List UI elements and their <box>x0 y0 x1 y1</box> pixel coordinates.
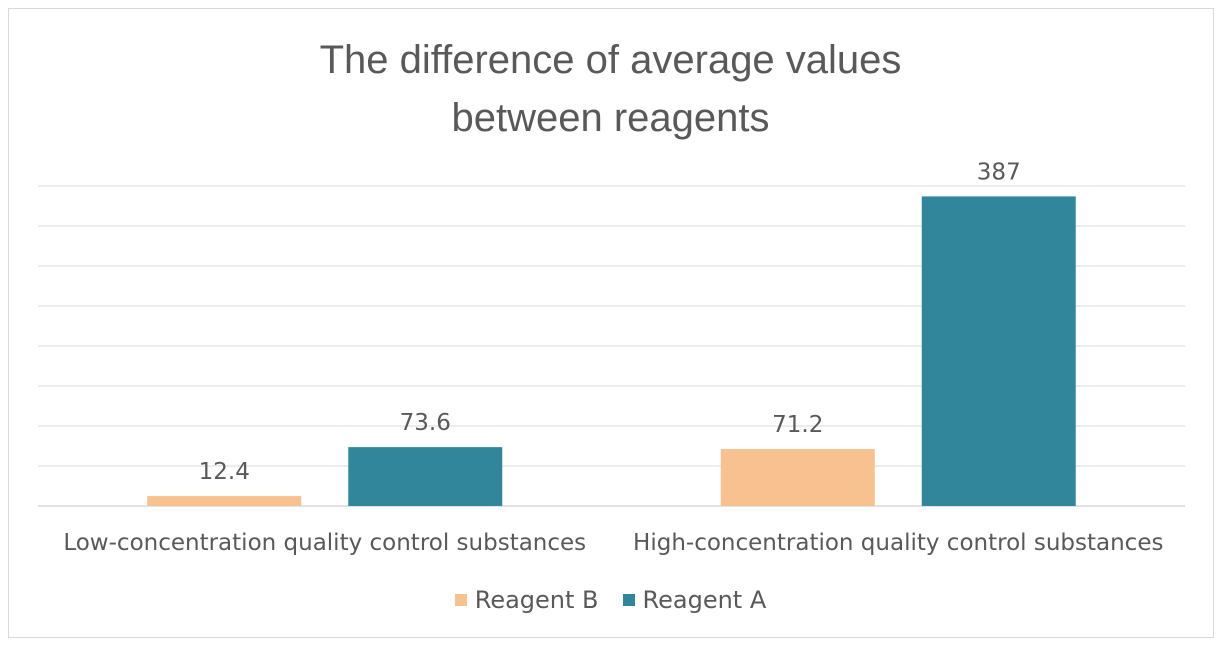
chart-legend: Reagent B Reagent A <box>0 586 1221 614</box>
data-label: 73.6 <box>400 410 451 436</box>
legend-label-reagent-b: Reagent B <box>474 586 599 614</box>
data-label: 71.2 <box>772 412 823 438</box>
chart-title-line-2: between reagents <box>451 96 770 140</box>
bar-reagent-b-low[interactable] <box>147 496 302 506</box>
data-label: 12.4 <box>199 459 250 485</box>
data-label: 387 <box>977 159 1021 185</box>
legend-item-reagent-a[interactable]: Reagent A <box>622 586 767 614</box>
category-label: Low-concentration quality control substa… <box>63 530 586 556</box>
bar-reagent-a-high[interactable] <box>921 196 1076 506</box>
bar-reagent-b-high[interactable] <box>720 449 875 506</box>
chart-title-line-1: The difference of average values <box>319 38 902 82</box>
legend-swatch-reagent-b <box>454 594 467 606</box>
legend-label-reagent-a: Reagent A <box>642 586 767 614</box>
bar-reagent-a-low[interactable] <box>348 447 503 506</box>
legend-swatch-reagent-a <box>622 594 635 606</box>
category-label: High-concentration quality control subst… <box>633 530 1163 556</box>
legend-item-reagent-b[interactable]: Reagent B <box>454 586 599 614</box>
